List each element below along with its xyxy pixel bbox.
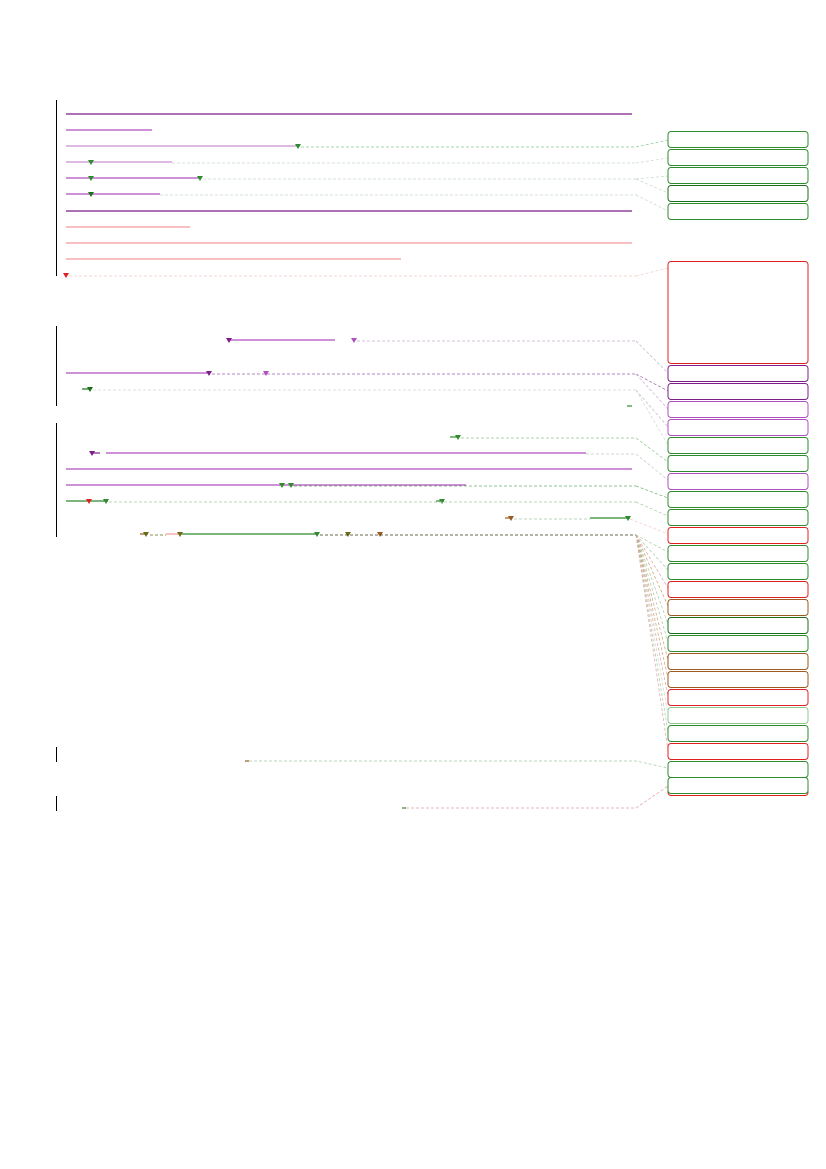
connector-lines <box>69 146 636 536</box>
annotation-box[interactable] <box>667 617 809 634</box>
insertion-carets <box>63 144 631 537</box>
leader-line <box>635 139 669 148</box>
caret-marker[interactable] <box>206 371 212 376</box>
caret-marker[interactable] <box>314 532 320 537</box>
annotation-box[interactable] <box>667 635 809 652</box>
caret-marker[interactable] <box>263 371 269 376</box>
caret-marker[interactable] <box>88 192 94 197</box>
leader-line <box>635 534 669 751</box>
leader-line <box>635 534 669 625</box>
leader-line <box>249 760 669 769</box>
annotation-box[interactable] <box>667 743 809 760</box>
annotation-box[interactable] <box>667 203 809 220</box>
annotation-box[interactable] <box>667 563 809 580</box>
annotation-box[interactable] <box>667 581 809 598</box>
annotation-box[interactable] <box>667 671 809 688</box>
leader-line <box>406 785 669 809</box>
annotation-box[interactable] <box>667 491 809 508</box>
caret-marker[interactable] <box>197 176 203 181</box>
annotation-box[interactable] <box>667 653 809 670</box>
leader-line <box>635 373 669 392</box>
leader-line <box>635 534 669 715</box>
caret-marker[interactable] <box>63 273 69 278</box>
annotation-box[interactable] <box>667 185 809 202</box>
caret-marker[interactable] <box>88 176 94 181</box>
caret-marker[interactable] <box>288 483 294 488</box>
caret-marker[interactable] <box>177 532 183 537</box>
caret-marker[interactable] <box>625 516 631 521</box>
leader-line <box>629 518 669 535</box>
leader-line <box>635 534 669 571</box>
annotation-box[interactable] <box>667 419 809 436</box>
caret-marker[interactable] <box>439 499 445 504</box>
annotation-box[interactable] <box>667 599 809 616</box>
caret-marker[interactable] <box>103 499 109 504</box>
leader-line <box>635 389 669 446</box>
leader-line <box>635 534 669 643</box>
annotation-box[interactable] <box>667 509 809 526</box>
leader-line <box>635 534 669 733</box>
caret-marker[interactable] <box>351 338 357 343</box>
leader-line <box>635 534 669 553</box>
annotation-box[interactable] <box>667 383 809 400</box>
leader-line <box>635 534 669 679</box>
caret-marker[interactable] <box>279 483 285 488</box>
annotation-box[interactable] <box>667 149 809 166</box>
annotation-box[interactable] <box>667 365 809 382</box>
annotation-box[interactable] <box>667 777 809 794</box>
annotation-box[interactable] <box>667 167 809 184</box>
caret-marker[interactable] <box>455 435 461 440</box>
caret-marker[interactable] <box>226 338 232 343</box>
leader-line <box>635 485 669 499</box>
annotation-box[interactable] <box>667 689 809 706</box>
caret-marker[interactable] <box>89 451 95 456</box>
caret-marker[interactable] <box>377 532 383 537</box>
annotation-box[interactable] <box>667 437 809 454</box>
caret-marker[interactable] <box>345 532 351 537</box>
annotation-box[interactable] <box>667 473 809 490</box>
leader-line <box>635 453 669 481</box>
leader-line <box>635 175 669 180</box>
leader-line <box>635 340 669 374</box>
leader-line <box>635 437 669 463</box>
caret-marker[interactable] <box>508 516 514 521</box>
annotation-box[interactable] <box>667 401 809 418</box>
annotation-box[interactable] <box>667 707 809 724</box>
leader-lines <box>249 139 669 809</box>
leader-line <box>635 501 669 517</box>
annotation-box[interactable] <box>667 261 809 364</box>
caret-marker[interactable] <box>88 160 94 165</box>
annotation-box[interactable] <box>667 761 809 778</box>
annotation-box[interactable] <box>667 131 809 148</box>
leader-line <box>635 157 669 164</box>
leader-line <box>635 534 669 607</box>
leader-line <box>635 534 669 589</box>
leader-line <box>635 178 669 194</box>
leader-line <box>635 389 669 428</box>
caret-marker[interactable] <box>143 532 149 537</box>
annotation-box[interactable] <box>667 725 809 742</box>
annotation-box[interactable] <box>667 527 809 544</box>
leader-line <box>635 373 669 410</box>
annotation-box[interactable] <box>667 545 809 562</box>
caret-marker[interactable] <box>295 144 301 149</box>
leader-line <box>635 194 669 212</box>
leader-line <box>635 534 669 697</box>
leader-line <box>635 534 669 661</box>
annotation-boxes <box>667 131 809 796</box>
caret-marker[interactable] <box>86 499 92 504</box>
leader-line <box>635 267 669 277</box>
highlighted-text-lines <box>66 113 632 809</box>
caret-marker[interactable] <box>87 387 93 392</box>
annotation-box[interactable] <box>667 455 809 472</box>
